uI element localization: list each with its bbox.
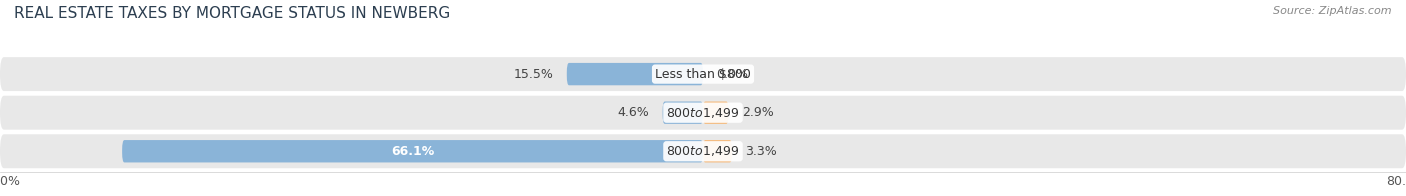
Text: Source: ZipAtlas.com: Source: ZipAtlas.com [1274, 6, 1392, 16]
Text: 0.0%: 0.0% [716, 68, 748, 81]
FancyBboxPatch shape [703, 140, 733, 162]
FancyBboxPatch shape [0, 57, 1406, 91]
Text: 66.1%: 66.1% [391, 145, 434, 158]
Text: 3.3%: 3.3% [745, 145, 778, 158]
FancyBboxPatch shape [0, 134, 1406, 168]
FancyBboxPatch shape [567, 63, 703, 85]
Text: 4.6%: 4.6% [617, 106, 650, 119]
Text: REAL ESTATE TAXES BY MORTGAGE STATUS IN NEWBERG: REAL ESTATE TAXES BY MORTGAGE STATUS IN … [14, 6, 450, 21]
FancyBboxPatch shape [662, 102, 703, 124]
Text: $800 to $1,499: $800 to $1,499 [666, 106, 740, 120]
Text: 2.9%: 2.9% [742, 106, 773, 119]
FancyBboxPatch shape [0, 96, 1406, 130]
Text: $800 to $1,499: $800 to $1,499 [666, 144, 740, 158]
FancyBboxPatch shape [703, 102, 728, 124]
Text: Less than $800: Less than $800 [655, 68, 751, 81]
Text: 15.5%: 15.5% [513, 68, 554, 81]
FancyBboxPatch shape [122, 140, 703, 162]
